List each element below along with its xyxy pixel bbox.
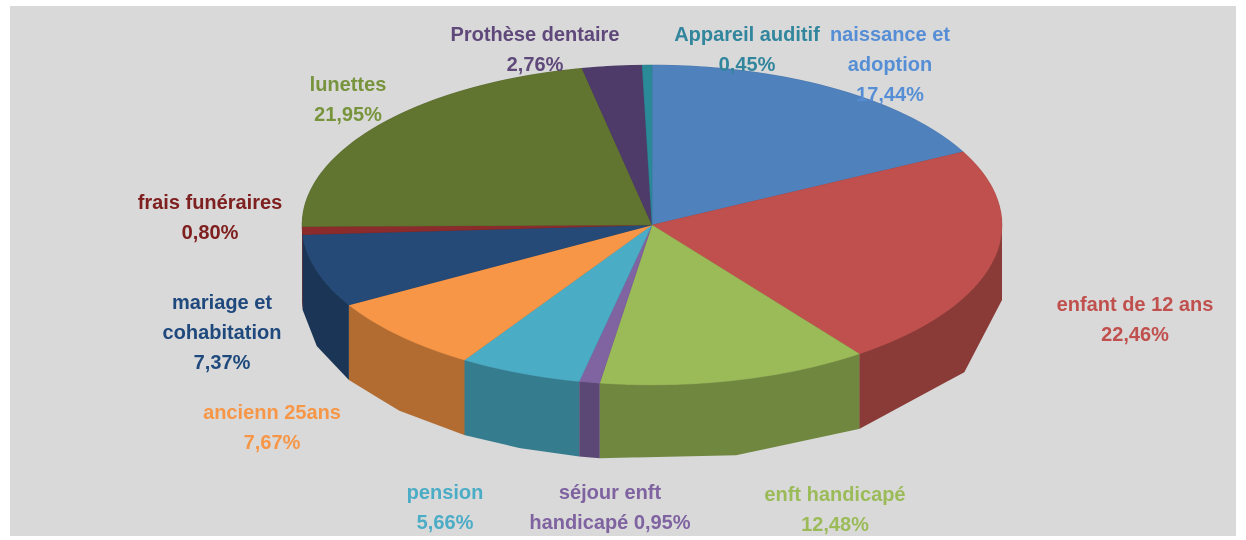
label-name: frais funéraires [137, 192, 283, 214]
label-name: pension [406, 482, 484, 504]
label-name: Prothèse dentaire [450, 24, 620, 46]
label-name: ancienn 25ans [203, 402, 341, 424]
slice [463, 224, 653, 382]
slice [301, 67, 653, 227]
label-value: 0,95% [633, 512, 691, 534]
label-value: 7,67% [243, 432, 301, 454]
data-label: frais funéraires 0,80% [100, 188, 320, 248]
slice [651, 151, 1003, 355]
label-name: Appareil auditif [674, 24, 820, 46]
label-value: 5,66% [416, 512, 474, 534]
data-label: lunettes 21,95% [268, 70, 428, 130]
data-label: séjour enft handicapé 0,95% [515, 478, 705, 538]
label-value: 17,44% [856, 84, 924, 106]
data-label: enft handicapé 12,48% [725, 480, 945, 540]
label-name: séjour enft handicapé [529, 482, 662, 534]
label-name: enfant de 12 ans [1056, 294, 1214, 316]
label-value: 2,76% [506, 54, 564, 76]
slice [641, 64, 653, 226]
label-name: lunettes [309, 74, 387, 96]
slice-side [599, 353, 860, 459]
label-value: 22,46% [1101, 324, 1169, 346]
label-name: mariage et cohabitation [162, 292, 282, 344]
label-value: 7,37% [193, 352, 251, 374]
slice [348, 224, 653, 361]
label-value: 0,45% [718, 54, 776, 76]
slice [651, 64, 964, 226]
label-name: naissance et adoption [829, 24, 951, 76]
slice-side [302, 226, 303, 310]
slice-side [464, 360, 580, 457]
slice-side [302, 234, 349, 380]
data-label: ancienn 25ans 7,67% [172, 398, 372, 458]
slice-side [579, 381, 600, 459]
data-label: mariage et cohabitation 7,37% [142, 288, 302, 378]
slice-side [859, 225, 1002, 429]
data-label: enfant de 12 ans 22,46% [1025, 290, 1245, 350]
label-value: 0,80% [181, 222, 239, 244]
label-name: enft handicapé [764, 484, 906, 506]
label-value: 21,95% [314, 104, 382, 126]
data-label: Prothèse dentaire 2,76% [420, 20, 650, 80]
data-label: naissance et adoption 17,44% [815, 20, 965, 110]
slice-side [348, 305, 465, 436]
label-value: 12,48% [801, 514, 869, 536]
slice [581, 64, 653, 226]
slice [302, 224, 653, 306]
data-label: Appareil auditif 0,45% [637, 20, 857, 80]
slice [599, 224, 860, 386]
data-label: pension 5,66% [385, 478, 505, 538]
